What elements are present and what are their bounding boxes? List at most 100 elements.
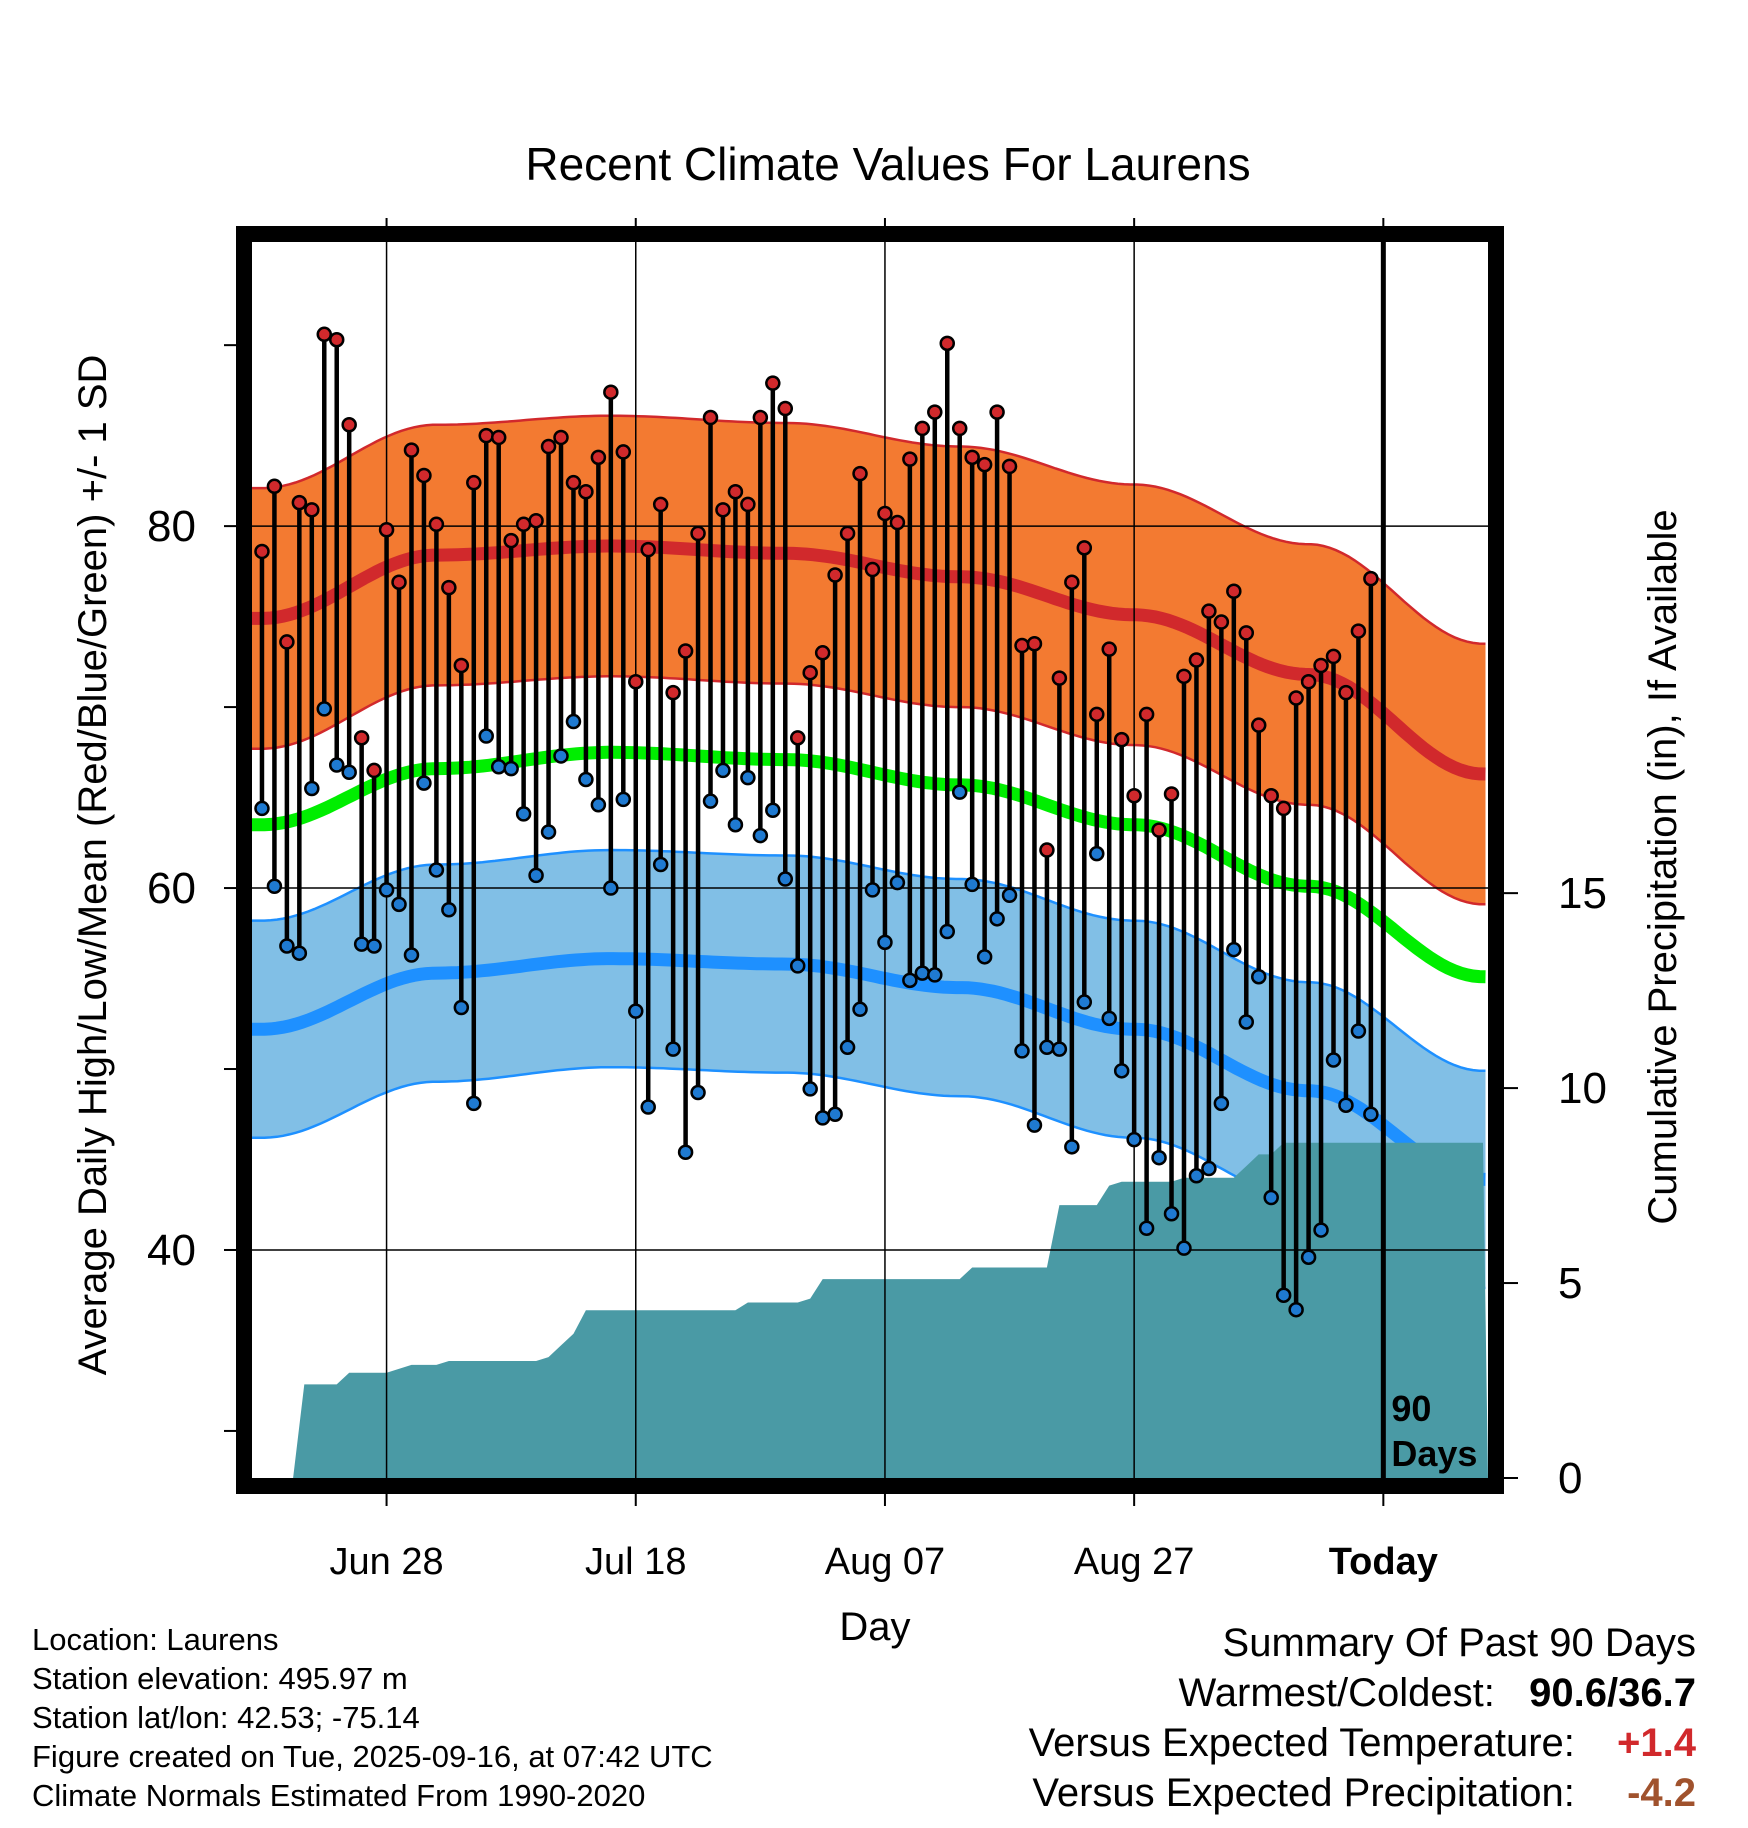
daily-low-point xyxy=(1039,1039,1055,1056)
x-tick-label: Aug 27 xyxy=(1074,1541,1194,1583)
low-band-upper-edge xyxy=(252,848,1486,1073)
daily-high-point xyxy=(565,474,582,491)
daily-low-point xyxy=(291,945,308,961)
daily-low-point xyxy=(1350,1023,1367,1039)
daily-high-point xyxy=(1064,574,1080,590)
daily-low-point xyxy=(1014,1043,1030,1059)
y2-axis-label: Cumulative Precipitation (in), If Availa… xyxy=(1641,509,1685,1224)
daily-high-point xyxy=(490,429,507,446)
chart-title: Recent Climate Values For Laurens xyxy=(525,138,1250,190)
daily-high-point xyxy=(765,375,781,391)
daily-low-point xyxy=(702,793,719,809)
daily-high-point xyxy=(1263,788,1279,804)
daily-low-point xyxy=(1238,1014,1255,1030)
daily-low-point xyxy=(877,934,893,951)
daily-low-point xyxy=(1001,887,1018,904)
daily-high-point xyxy=(976,456,993,473)
daily-high-point xyxy=(1138,706,1155,723)
daily-low-point xyxy=(428,862,445,878)
daily-high-point xyxy=(1238,625,1255,641)
summary-precip: Versus Expected Precipitation: -4.2 xyxy=(1029,1768,1696,1818)
daily-high-point xyxy=(690,525,706,542)
daily-high-point xyxy=(852,465,868,482)
daily-high-point xyxy=(715,502,731,518)
daily-low-point xyxy=(391,896,407,913)
daily-high-point xyxy=(1250,717,1267,733)
daily-high-point xyxy=(316,326,333,343)
daily-high-point xyxy=(1288,690,1304,706)
daily-high-point xyxy=(615,444,632,460)
daily-high-point xyxy=(1089,706,1105,723)
daily-low-point xyxy=(503,760,519,777)
daily-high-point xyxy=(1363,570,1379,587)
daily-high-point xyxy=(752,409,769,426)
daily-high-point xyxy=(1126,788,1142,804)
temp-label: Versus Expected Temperature: xyxy=(1028,1721,1575,1765)
daily-low-point xyxy=(777,871,794,887)
daily-high-point xyxy=(927,404,943,420)
daily-high-point xyxy=(789,730,806,746)
station-info: Location: Laurens Station elevation: 495… xyxy=(32,1620,713,1815)
daily-low-point xyxy=(515,806,532,822)
summary-warm-cold: Warmest/Coldest: 90.6/36.7 xyxy=(1029,1668,1697,1718)
daily-high-point xyxy=(478,427,494,444)
daily-high-point xyxy=(1076,540,1093,556)
daily-low-point xyxy=(1113,1063,1130,1079)
daily-high-point xyxy=(1151,822,1167,838)
daily-high-point xyxy=(1313,657,1329,674)
summary-title: Summary Of Past 90 Days xyxy=(1222,1621,1696,1665)
created-line: Figure created on Tue, 2025-09-16, at 07… xyxy=(32,1739,713,1774)
daily-high-point xyxy=(254,543,270,560)
daily-low-point xyxy=(1313,1222,1329,1238)
normals-line: Climate Normals Estimated From 1990-2020 xyxy=(32,1778,646,1813)
summary-temp: Versus Expected Temperature: +1.4 xyxy=(1029,1718,1696,1768)
daily-high-point xyxy=(403,442,420,458)
daily-low-point xyxy=(927,967,943,983)
daily-low-point xyxy=(989,911,1005,927)
daily-high-point xyxy=(279,634,295,650)
daily-low-point xyxy=(752,827,769,844)
daily-high-point xyxy=(1338,684,1354,701)
x-tick-label: Aug 07 xyxy=(825,1541,945,1583)
x-tick-label: Jun 28 xyxy=(330,1541,444,1583)
x-tick-label: Jul 18 xyxy=(585,1541,686,1583)
temp-value: +1.4 xyxy=(1617,1721,1696,1765)
y2-tick-label: 15 xyxy=(1558,869,1607,918)
daily-high-point xyxy=(428,516,445,533)
daily-low-point xyxy=(615,791,632,808)
daily-high-point xyxy=(864,561,881,578)
daily-low-point xyxy=(1201,1160,1217,1177)
daily-high-point xyxy=(914,420,931,437)
daily-high-point xyxy=(827,567,843,583)
location-line: Location: Laurens xyxy=(32,1622,279,1657)
daily-low-point xyxy=(665,1041,681,1057)
daily-high-point xyxy=(1300,673,1317,690)
daily-low-point xyxy=(951,784,968,800)
daily-high-point xyxy=(1026,635,1043,652)
daily-low-point xyxy=(441,902,457,918)
daily-low-point xyxy=(590,797,607,813)
daily-high-point xyxy=(515,516,532,533)
daily-low-point xyxy=(304,780,320,797)
daily-high-point xyxy=(540,438,557,455)
daily-high-point xyxy=(989,404,1005,420)
y2-tick-label: 0 xyxy=(1558,1454,1582,1503)
daily-low-point xyxy=(316,701,333,717)
daily-high-point xyxy=(939,335,955,352)
y-axis-label: Average Daily High/Low/Mean (Red/Blue/Gr… xyxy=(71,355,115,1376)
daily-high-point xyxy=(453,657,470,674)
daily-low-point xyxy=(1026,1117,1043,1133)
daily-low-point xyxy=(902,972,918,989)
daily-high-point xyxy=(553,429,569,446)
precip-label: Versus Expected Precipitation: xyxy=(1032,1771,1575,1815)
daily-low-point xyxy=(1138,1220,1155,1237)
daily-high-point xyxy=(291,494,308,511)
daily-high-point xyxy=(640,541,656,558)
daily-low-point xyxy=(1176,1240,1192,1256)
daily-high-point xyxy=(416,467,432,484)
daily-low-point xyxy=(677,1144,694,1161)
daily-low-point xyxy=(789,958,806,974)
daily-high-point xyxy=(727,483,744,500)
daily-high-point xyxy=(1213,614,1230,630)
